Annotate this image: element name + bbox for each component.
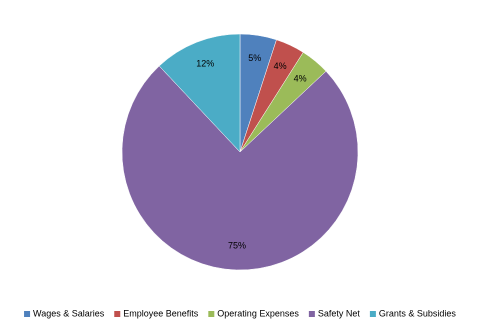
legend-swatch xyxy=(369,311,376,317)
pie-slice xyxy=(121,65,359,271)
data-label: 75% xyxy=(228,241,246,251)
legend-label: Safety Net xyxy=(318,308,361,318)
legend-swatch xyxy=(24,311,31,317)
data-label: 4% xyxy=(274,61,287,71)
legend-swatch xyxy=(308,311,315,317)
legend-swatch xyxy=(208,311,215,317)
legend-label: Employee Benefits xyxy=(123,308,199,318)
legend-swatch xyxy=(114,311,121,317)
data-label: 4% xyxy=(294,74,307,84)
legend-label: Grants & Subsidies xyxy=(379,308,457,318)
data-label: 5% xyxy=(248,53,261,63)
pie-slice xyxy=(158,33,241,153)
legend-label: Wages & Salaries xyxy=(33,308,105,318)
data-label: 12% xyxy=(196,59,214,69)
legend-label: Operating Expenses xyxy=(217,308,299,318)
